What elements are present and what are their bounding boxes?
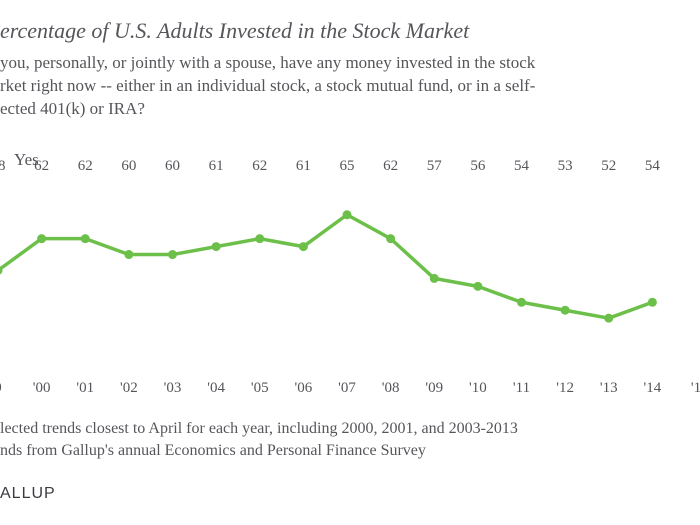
x-tick-label: '11	[513, 380, 530, 397]
x-tick-label: '05	[251, 380, 269, 397]
data-value-label: 65	[340, 158, 355, 175]
x-tick-label: '14	[644, 380, 662, 397]
x-tick-label: '12	[556, 380, 574, 397]
chart-footnote: lected trends closest to April for each …	[0, 418, 518, 461]
x-tick-label: '10	[469, 380, 487, 397]
data-value-label: 60	[165, 158, 180, 175]
data-value-label: 54	[514, 158, 529, 175]
x-tick-label: '00	[33, 380, 51, 397]
data-value-label: 58	[0, 158, 6, 175]
data-value-label: 61	[209, 158, 224, 175]
chart-subtitle: you, personally, or jointly with a spous…	[0, 52, 535, 121]
x-tick-label: '13	[600, 380, 618, 397]
x-tick-label: '04	[207, 380, 225, 397]
data-value-label: 62	[34, 158, 49, 175]
x-tick-label: '01	[76, 380, 94, 397]
chart-title: ercentage of U.S. Adults Invested in the…	[0, 18, 469, 44]
x-tick-label: '02	[120, 380, 138, 397]
data-value-label: 61	[296, 158, 311, 175]
data-value-label: 62	[252, 158, 267, 175]
data-value-label: 56	[470, 158, 485, 175]
x-tick-label: '08	[382, 380, 400, 397]
x-tick-label: 9	[0, 380, 2, 397]
data-value-label: 52	[601, 158, 616, 175]
x-tick-label: '1	[691, 380, 700, 397]
data-value-label: 62	[383, 158, 398, 175]
data-value-label: 53	[558, 158, 573, 175]
data-value-label: 54	[645, 158, 660, 175]
data-value-label: 62	[78, 158, 93, 175]
x-tick-label: '07	[338, 380, 356, 397]
source-attribution: ALLUP	[0, 485, 56, 503]
data-value-label: 60	[121, 158, 136, 175]
x-axis-labels: 9 '00 '01 '02 '03 '04 '05 '06 '07 '08 '09 '10 '11 '12…	[0, 380, 700, 402]
x-tick-label: '06	[295, 380, 313, 397]
data-value-label: 57	[427, 158, 442, 175]
value-labels: 58626260606162616562575654535254	[0, 175, 700, 375]
x-tick-label: '03	[164, 380, 182, 397]
x-tick-label: '09	[425, 380, 443, 397]
